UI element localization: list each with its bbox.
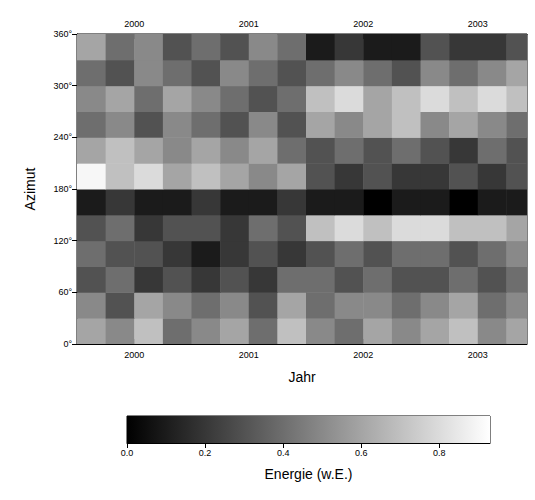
svg-text:0.0: 0.0 — [121, 448, 134, 458]
svg-text:Jahr: Jahr — [288, 369, 316, 385]
svg-text:2003: 2003 — [468, 350, 488, 360]
svg-text:360°: 360° — [53, 29, 72, 39]
svg-text:300°: 300° — [53, 81, 72, 91]
svg-text:120°: 120° — [53, 236, 72, 246]
svg-text:2000: 2000 — [124, 19, 144, 29]
svg-text:Energie (w.E.): Energie (w.E.) — [265, 466, 353, 482]
svg-text:Azimut: Azimut — [22, 168, 38, 211]
svg-text:240°: 240° — [53, 132, 72, 142]
svg-text:2001: 2001 — [239, 19, 259, 29]
svg-text:60°: 60° — [58, 287, 72, 297]
svg-text:0.4: 0.4 — [277, 448, 290, 458]
svg-text:0.8: 0.8 — [433, 448, 446, 458]
svg-text:180°: 180° — [53, 184, 72, 194]
svg-text:2002: 2002 — [353, 350, 373, 360]
svg-text:0.2: 0.2 — [199, 448, 212, 458]
svg-text:0.6: 0.6 — [355, 448, 368, 458]
svg-text:2002: 2002 — [353, 19, 373, 29]
svg-text:0°: 0° — [63, 339, 72, 349]
svg-text:2000: 2000 — [124, 350, 144, 360]
svg-text:2003: 2003 — [468, 19, 488, 29]
svg-text:2001: 2001 — [239, 350, 259, 360]
